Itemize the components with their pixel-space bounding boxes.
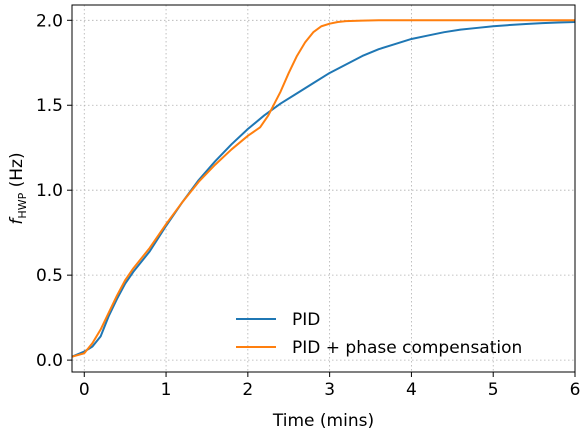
y-tick-label: 0.0 [36,351,63,371]
y-tick-label: 1.0 [36,181,63,201]
legend-label-pid-phase-compensation: PID + phase compensation [292,338,522,358]
y-axis-label-main: f [7,216,27,225]
y-tick-label: 1.5 [36,96,63,116]
y-tick-label: 0.5 [36,266,63,286]
x-tick-label: 2 [242,380,253,400]
x-tick-label: 3 [324,380,335,400]
x-tick-label: 0 [79,380,90,400]
x-tick-label: 6 [570,380,581,400]
x-tick-label: 5 [488,380,499,400]
y-axis-label-sub: HWP [16,192,29,218]
x-axis-label: Time (mins) [272,411,374,431]
y-axis-label-unit: (Hz) [7,152,27,192]
series-lines [71,19,576,358]
legend-label-pid: PID [292,310,320,330]
legend: PID PID + phase compensation [236,310,522,358]
axis-ticks: 0 1 2 3 4 5 6 0.0 0.5 1.0 1.5 2.0 [36,11,580,400]
grid [72,5,576,372]
series-line-1 [71,19,575,358]
x-tick-label: 4 [406,380,417,400]
x-tick-label: 1 [161,380,172,400]
series-line-0 [71,20,576,358]
y-axis-label: fHWP (Hz) [7,152,29,224]
plot-frame [71,4,576,373]
y-tick-label: 2.0 [36,11,63,31]
